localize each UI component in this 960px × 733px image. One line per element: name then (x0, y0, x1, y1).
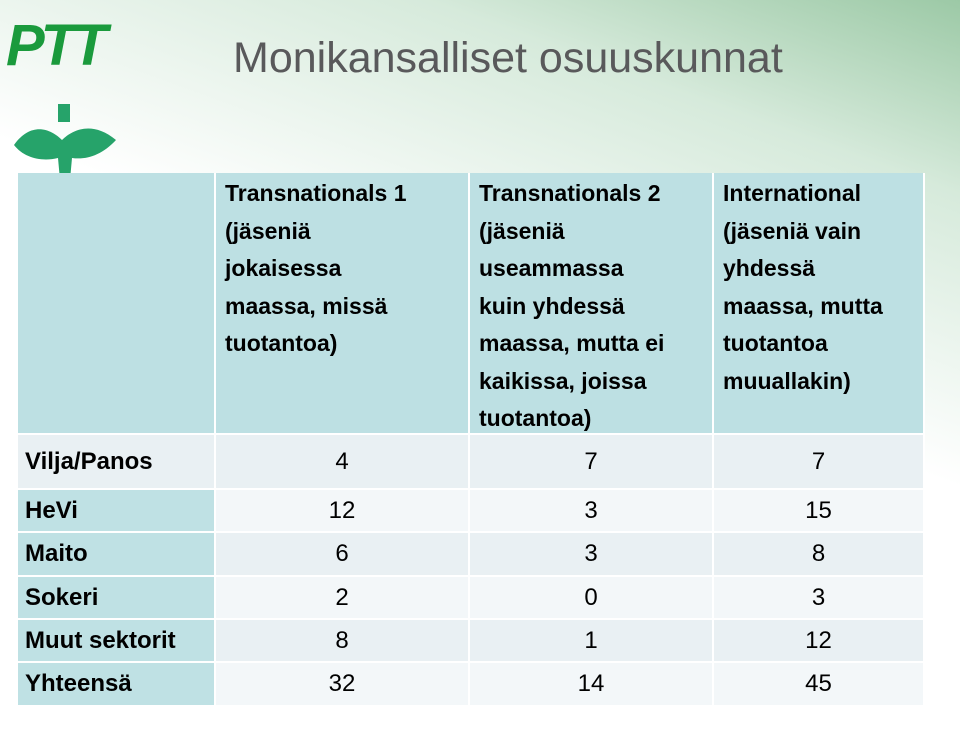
table-cell: 0 (470, 577, 714, 620)
header-line: jokaisessa (225, 255, 342, 281)
header-cell: International (jäseniä vain yhdessä maassa,… (714, 173, 925, 435)
table-cell: 3 (470, 533, 714, 577)
table-cell: 3 (470, 490, 714, 533)
table-cell: 8 (714, 533, 925, 577)
header-line: useammassa (479, 255, 624, 281)
header-line: maassa, mutta ei (479, 330, 665, 356)
table-cell: 7 (470, 435, 714, 490)
table-cell: 6 (216, 533, 470, 577)
table-cell: 12 (714, 620, 925, 663)
header-cell: Transnationals 2 (jäseniä useammassa kuin y… (470, 173, 714, 435)
header-line: tuotantoa) (225, 330, 338, 356)
table-cell: 1 (470, 620, 714, 663)
table-cell: 7 (714, 435, 925, 490)
header-line: tuotantoa) (479, 405, 592, 431)
header-line: maassa, missä (225, 292, 388, 319)
header-cell: Transnationals 1 (jäseniä jokaisessa maassa… (216, 173, 470, 435)
logo: PTT (6, 13, 108, 78)
row-label: Yhteensä (18, 663, 216, 707)
table-cell: 4 (216, 435, 470, 490)
row-label: Muut sektorit (18, 620, 216, 663)
table-cell: 15 (714, 490, 925, 533)
table: Transnationals 1 (jäseniä jokaisessa maassa… (18, 173, 925, 707)
header-line: kuin yhdessä (479, 292, 625, 319)
row-label: HeVi (18, 490, 216, 533)
table-cell: 32 (216, 663, 470, 707)
title: Monikansalliset osuuskunnat (233, 34, 783, 82)
row-label: Vilja/Panos (18, 435, 216, 490)
table-cell: 14 (470, 663, 714, 707)
header-line: tuotantoa (723, 330, 828, 356)
header-line: yhdessä (723, 255, 816, 281)
header-line: (jäseniä vain (723, 217, 862, 244)
row-label: Sokeri (18, 577, 216, 620)
header-line: kaikissa, joissa (479, 367, 647, 394)
table-cell: 45 (714, 663, 925, 707)
header-line: Transnationals 1 (225, 180, 407, 206)
table-cell: 8 (216, 620, 470, 663)
table-cell: 3 (714, 577, 925, 620)
row-label: Maito (18, 533, 216, 577)
table-cell: 12 (216, 490, 470, 533)
header-line: Transnationals 2 (479, 180, 661, 206)
header-line: (jäseniä (225, 217, 311, 244)
header-line: muuallakin) (723, 367, 851, 394)
header-cell (18, 173, 216, 435)
header-line: maassa, mutta (723, 292, 883, 319)
table-cell: 2 (216, 577, 470, 620)
header-line: International (723, 180, 862, 206)
header-line: (jäseniä (479, 217, 565, 244)
